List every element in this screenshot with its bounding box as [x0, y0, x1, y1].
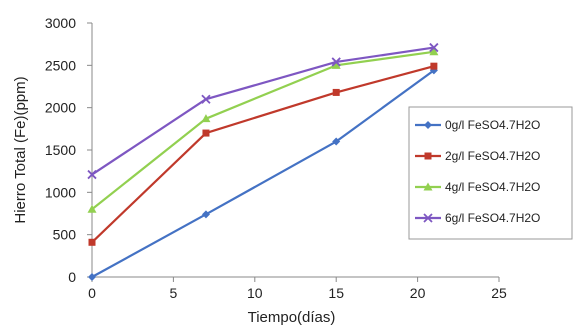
x-tick-label: 10	[247, 285, 263, 301]
x-tick-label: 25	[491, 285, 507, 301]
x-axis-title: Tiempo(días)	[248, 309, 336, 325]
legend-item: 0g/l FeSO4.7H2O	[415, 118, 540, 132]
data-point	[201, 114, 211, 123]
y-tick-label: 1000	[45, 184, 76, 200]
legend-swatch-marker	[423, 182, 433, 191]
data-point	[201, 210, 210, 219]
legend-swatch-marker	[424, 121, 432, 129]
legend-item: 2g/l FeSO4.7H2O	[415, 149, 540, 163]
series-1	[88, 62, 438, 246]
data-point	[332, 137, 341, 146]
data-point	[88, 273, 96, 281]
data-point	[331, 60, 341, 69]
y-tick-label: 3000	[45, 15, 76, 31]
data-point	[430, 62, 438, 70]
data-point	[332, 88, 340, 96]
data-point	[429, 42, 439, 53]
series-line	[91, 65, 435, 244]
y-tick-label: 1500	[45, 142, 76, 158]
legend-swatch-marker	[424, 152, 432, 160]
series-line	[91, 50, 435, 211]
legend-swatch-marker	[423, 213, 433, 223]
data-point	[201, 94, 211, 104]
y-tick-label: 0	[68, 269, 76, 285]
legend-label: 0g/l FeSO4.7H2O	[445, 118, 540, 132]
x-tick-label: 20	[410, 285, 426, 301]
series-line	[91, 69, 435, 278]
data-point	[331, 57, 341, 67]
y-tick-label: 500	[53, 227, 77, 243]
x-tick-label: 0	[88, 285, 96, 301]
data-point	[202, 129, 210, 137]
legend-item: 6g/l FeSO4.7H2O	[415, 211, 540, 225]
series-3	[87, 42, 439, 180]
y-axis-title: Hierro Total (Fe)(ppm)	[12, 76, 29, 223]
legend: 0g/l FeSO4.7H2O 2g/l FeSO4.7H2O 4g/l FeSO4…	[408, 106, 573, 240]
series-2	[87, 47, 439, 213]
x-tick-label: 15	[328, 285, 344, 301]
y-tick-group: 0 500 1000 1500 2000 2500 3000	[45, 15, 92, 285]
y-tick-label: 2500	[45, 57, 76, 73]
data-point	[87, 169, 97, 180]
x-tick-label: 5	[170, 285, 178, 301]
series-layer	[87, 42, 439, 281]
data-point	[88, 238, 96, 246]
legend-item: 4g/l FeSO4.7H2O	[415, 180, 540, 194]
data-point	[87, 204, 97, 213]
series-0	[88, 66, 438, 281]
legend-label: 2g/l FeSO4.7H2O	[445, 149, 540, 163]
y-tick-label: 2000	[45, 100, 76, 116]
legend-label: 4g/l FeSO4.7H2O	[445, 180, 540, 194]
x-tick-group: 0 5 10 15 20 25	[88, 277, 507, 301]
series-line	[91, 46, 435, 176]
legend-label: 6g/l FeSO4.7H2O	[445, 211, 540, 225]
data-point	[429, 47, 439, 56]
